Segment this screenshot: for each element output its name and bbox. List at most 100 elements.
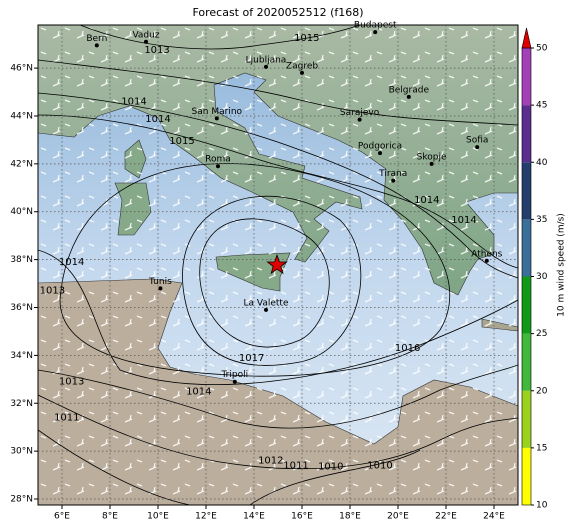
city-label: Sofia: [466, 136, 488, 146]
isobar: [38, 114, 518, 269]
isobar-label: 1014: [451, 215, 476, 226]
city-dot: [144, 39, 148, 44]
isobar-label: 1013: [144, 45, 169, 56]
y-tick-label: 42°N: [10, 159, 33, 169]
colorbar-tick-label: 45: [536, 101, 547, 111]
city-dot: [475, 145, 480, 150]
colorbar-bin: [522, 48, 531, 106]
y-tick-label: 34°N: [10, 351, 33, 361]
city-label: Roma: [205, 155, 231, 165]
city-dot: [300, 70, 304, 75]
colorbar-bin: [522, 447, 531, 505]
city-label: Zagreb: [286, 61, 318, 71]
isobar: [79, 25, 361, 50]
isobar-label: 1014: [145, 114, 170, 125]
colorbar-tick-label: 50: [536, 44, 548, 54]
city-label: Vaduz: [132, 30, 159, 40]
city-dot: [214, 116, 219, 121]
x-tick-label: 24°E: [483, 512, 505, 522]
x-tick-label: 10°E: [147, 512, 169, 522]
colorbar-tick-label: 35: [536, 215, 547, 225]
isobar-label: 1014: [121, 97, 146, 108]
city-label: Bern: [86, 34, 107, 44]
city-dot: [373, 30, 378, 35]
isobar-label: 1013: [40, 286, 65, 297]
city-label: La Valette: [244, 298, 289, 308]
isobar: [59, 163, 450, 377]
city-dot: [391, 178, 396, 183]
isobar-label: 1010: [318, 462, 343, 473]
isobar: [38, 364, 518, 429]
map-title: Forecast of 2020052512 (f168): [192, 6, 363, 19]
colorbar-tick-label: 20: [536, 386, 548, 396]
y-tick-label: 28°N: [10, 495, 33, 505]
isobar: [38, 92, 518, 279]
isobar: [249, 449, 421, 505]
city-dot: [484, 258, 489, 263]
x-tick-label: 14°E: [243, 512, 265, 522]
colorbar-tick-label: 15: [536, 443, 547, 453]
y-tick-label: 30°N: [10, 447, 33, 457]
city-dot: [264, 307, 268, 312]
city-dot: [94, 43, 99, 48]
isobar-label: 1015: [169, 136, 194, 147]
colorbar-tick-label: 40: [536, 158, 548, 168]
isobar-label: 1011: [54, 413, 79, 424]
colorbar-tick-label: 25: [536, 329, 547, 339]
x-tick-label: 22°E: [435, 512, 457, 522]
isobar-label: 1017: [239, 353, 264, 364]
city-dot: [378, 151, 382, 156]
y-tick-label: 36°N: [10, 303, 33, 313]
isobar: [182, 195, 362, 366]
isobar-label: 1014: [414, 195, 439, 206]
colorbar-tick-label: 10: [536, 501, 548, 511]
x-tick-label: 20°E: [387, 512, 409, 522]
y-tick-label: 38°N: [10, 255, 33, 265]
x-tick-label: 18°E: [339, 512, 361, 522]
city-dot: [357, 117, 362, 122]
city-label: Budapest: [354, 21, 397, 31]
y-tick-label: 40°N: [10, 207, 33, 217]
city-label: Tunis: [148, 277, 172, 287]
x-tick-label: 16°E: [291, 512, 313, 522]
isobar-label: 1013: [59, 377, 84, 388]
y-tick-label: 46°N: [10, 64, 33, 74]
city-label: Ljubljana: [246, 55, 287, 65]
city-label: Belgrade: [389, 85, 430, 95]
isobar-label: 1011: [283, 460, 308, 471]
city-label: Sarajevo: [340, 108, 380, 118]
x-tick-label: 12°E: [195, 512, 217, 522]
colorbar-bin: [522, 162, 531, 220]
event-marker: [266, 253, 288, 275]
map-frame: [37, 24, 519, 506]
city-dot: [216, 164, 220, 169]
colorbar-bin: [522, 219, 531, 277]
city-dot: [232, 379, 237, 384]
city-label: Athens: [471, 249, 502, 259]
city-dot: [429, 161, 434, 166]
city-dot: [264, 64, 268, 69]
city-label: Skopje: [417, 152, 447, 162]
colorbar-label: 10 m wind speed (m/s): [557, 213, 567, 317]
isobar-label: 1010: [367, 460, 392, 471]
isobar: [38, 59, 518, 126]
isobar-label: 1014: [186, 386, 211, 397]
isobar: [38, 394, 518, 470]
colorbar-bin: [522, 105, 531, 163]
city-label: Podgorica: [358, 142, 402, 152]
y-tick-label: 44°N: [10, 111, 33, 121]
map-background: [38, 25, 518, 505]
isobar: [38, 249, 518, 386]
colorbar-tick-label: 30: [536, 272, 548, 282]
colorbar-bin: [522, 390, 531, 448]
x-tick-label: 6°E: [54, 512, 70, 522]
city-dot: [158, 286, 163, 291]
colorbar-bin: [522, 333, 531, 391]
isobar-label: 1016: [395, 343, 420, 354]
colorbar-bin: [522, 276, 531, 334]
y-tick-label: 32°N: [10, 399, 33, 409]
colorbar-extend: [521, 27, 532, 49]
isobar-label: 1012: [258, 456, 283, 467]
city-label: San Marino: [192, 107, 243, 117]
